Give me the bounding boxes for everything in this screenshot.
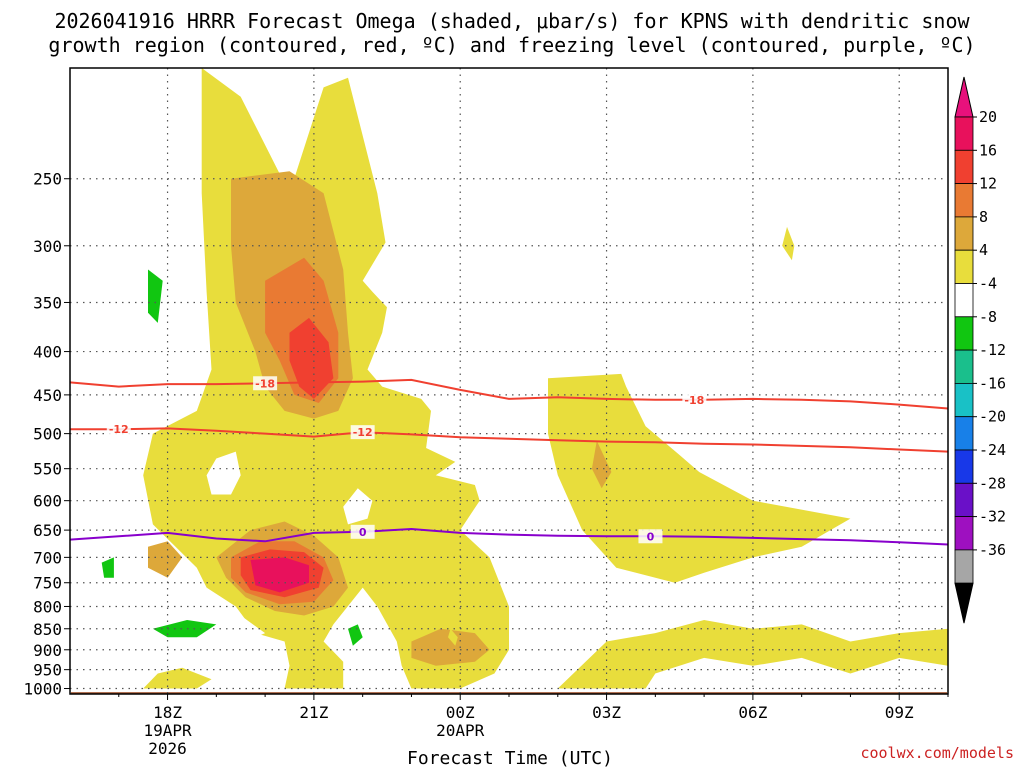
x-tick-label-9-0: 03Z xyxy=(592,703,621,722)
y-tick-label-750: 750 xyxy=(33,574,62,593)
contour-line--12 xyxy=(70,427,949,453)
x-tick-label-0-1: 19APR xyxy=(143,721,192,740)
colorbar-swatch-4 xyxy=(954,249,974,284)
omega-region-12 xyxy=(289,317,334,399)
y-axis: 250 300 350 400 450 500 550 600 650 700 750 800 850 9… xyxy=(23,170,70,699)
omega-region-14 xyxy=(250,557,309,593)
contour-label-bg-0-0 xyxy=(253,376,278,391)
colorbar-swatch-1 xyxy=(954,149,974,185)
y-tick-label-400: 400 xyxy=(33,343,62,362)
omega-region-18 xyxy=(362,207,441,333)
colorbar-label-4: 4 xyxy=(979,241,988,259)
ground-surface xyxy=(71,692,947,694)
colorbar-swatch-2 xyxy=(954,183,974,218)
colorbar-label-0: 20 xyxy=(979,108,997,126)
colorbar-min-arrow xyxy=(954,582,974,624)
colorbar-label-8: -16 xyxy=(979,374,1006,392)
contour-label-bg-1-1 xyxy=(350,425,375,440)
colorbar-max-arrow xyxy=(954,76,974,118)
colorbar-label-7: -12 xyxy=(979,341,1006,359)
y-tick-label-700: 700 xyxy=(33,548,62,567)
contour-label-bg-0-1 xyxy=(682,392,707,407)
omega-region-3 xyxy=(143,667,212,689)
contour-label-bg-1-0 xyxy=(106,422,131,437)
omega-region-7 xyxy=(411,628,490,666)
contour-line--18 xyxy=(69,378,949,410)
y-tick-label-350: 350 xyxy=(33,293,62,312)
colorbar-label-13: -36 xyxy=(979,541,1006,559)
omega-shading xyxy=(89,68,948,689)
contour-label-1-1: -12 xyxy=(353,426,373,439)
colorbar-swatch-8 xyxy=(954,382,974,418)
chart-title-line-2: growth region (contoured, red, ºC) and f… xyxy=(48,33,975,57)
colorbar-swatch-3 xyxy=(954,216,974,251)
x-tick-label-0-2: 2026 xyxy=(148,739,187,758)
contour-label-2-1: 0 xyxy=(647,530,655,543)
colorbar-label-10: -24 xyxy=(979,441,1006,459)
colorbar-label-2: 12 xyxy=(979,175,997,193)
colorbar-label-3: 8 xyxy=(979,208,988,226)
y-tick-label-950: 950 xyxy=(33,661,62,680)
colorbar-swatch-9 xyxy=(954,416,974,451)
colorbar-swatch-10 xyxy=(954,449,974,484)
credit-text: coolwx.com/models xyxy=(860,744,1014,762)
y-tick-label-250: 250 xyxy=(33,170,62,189)
omega-region-25 xyxy=(348,624,363,646)
y-tick-label-300: 300 xyxy=(33,237,62,256)
omega-region-17 xyxy=(206,451,241,495)
y-tick-label-500: 500 xyxy=(33,425,62,444)
y-tick-label-900: 900 xyxy=(33,641,62,660)
y-tick-label-650: 650 xyxy=(33,521,62,540)
omega-region-19 xyxy=(343,488,373,525)
y-tick-label-800: 800 xyxy=(33,597,62,616)
plot-area: -18 -18 -12 -12 0 0 xyxy=(69,67,949,695)
colorbar-swatch-6 xyxy=(954,316,974,351)
contour-label-1-0: -12 xyxy=(109,423,129,436)
omega-region-9 xyxy=(591,440,612,489)
chart-title-line-1: 2026041916 HRRR Forecast Omega (shaded, … xyxy=(54,9,970,33)
contour-line-0 xyxy=(69,527,949,546)
contour-label-2-0: 0 xyxy=(359,526,367,539)
colorbar-swatch-5 xyxy=(954,283,974,318)
colorbar-swatch-13 xyxy=(954,549,974,584)
x-tick-label-6-1: 20APR xyxy=(436,721,485,740)
omega-region-4 xyxy=(782,226,795,261)
contour-lines: -18 -18 -12 -12 0 0 xyxy=(69,376,949,546)
contour-label-bg-2-0 xyxy=(350,524,375,539)
colorbar-label-1: 16 xyxy=(979,141,997,159)
contour-label-bg-2-1 xyxy=(638,529,663,544)
colorbar-label-11: -28 xyxy=(979,474,1006,492)
omega-region-26 xyxy=(101,557,114,578)
omega-region-23 xyxy=(148,269,163,323)
x-tick-label-6-0: 00Z xyxy=(446,703,475,722)
y-tick-label-550: 550 xyxy=(33,460,62,479)
omega-region-15 xyxy=(448,628,458,646)
colorbar-label-6: -8 xyxy=(979,308,997,326)
x-tick-label-0-0: 18Z xyxy=(153,703,182,722)
x-tick-label-3-0: 21Z xyxy=(299,703,328,722)
omega-region-24 xyxy=(152,620,217,638)
x-tick-label-15-0: 09Z xyxy=(885,703,914,722)
y-tick-label-600: 600 xyxy=(33,492,62,511)
colorbar-label-5: -4 xyxy=(979,275,997,293)
colorbar-swatch-12 xyxy=(954,516,974,551)
colorbar: 20 16 12 8 4 -4 -8 -12 -16 -20 -24 -28 -32 -36 xyxy=(954,76,1006,624)
colorbar-swatch-0 xyxy=(954,116,974,151)
y-tick-label-850: 850 xyxy=(33,620,62,639)
colorbar-swatch-11 xyxy=(954,482,974,517)
contour-label-0-1: -18 xyxy=(684,394,704,407)
x-tick-label-12-0: 06Z xyxy=(738,703,767,722)
x-axis-title: Forecast Time (UTC) xyxy=(407,748,613,768)
colorbar-swatch-7 xyxy=(954,349,974,384)
grid-lines xyxy=(70,68,948,694)
omega-region-8 xyxy=(148,541,183,578)
y-tick-label-450: 450 xyxy=(33,386,62,405)
contour-label-0-0: -18 xyxy=(255,377,275,390)
y-tick-label-1000: 1000 xyxy=(23,680,62,699)
colorbar-label-12: -32 xyxy=(979,508,1006,526)
colorbar-label-9: -20 xyxy=(979,408,1006,426)
